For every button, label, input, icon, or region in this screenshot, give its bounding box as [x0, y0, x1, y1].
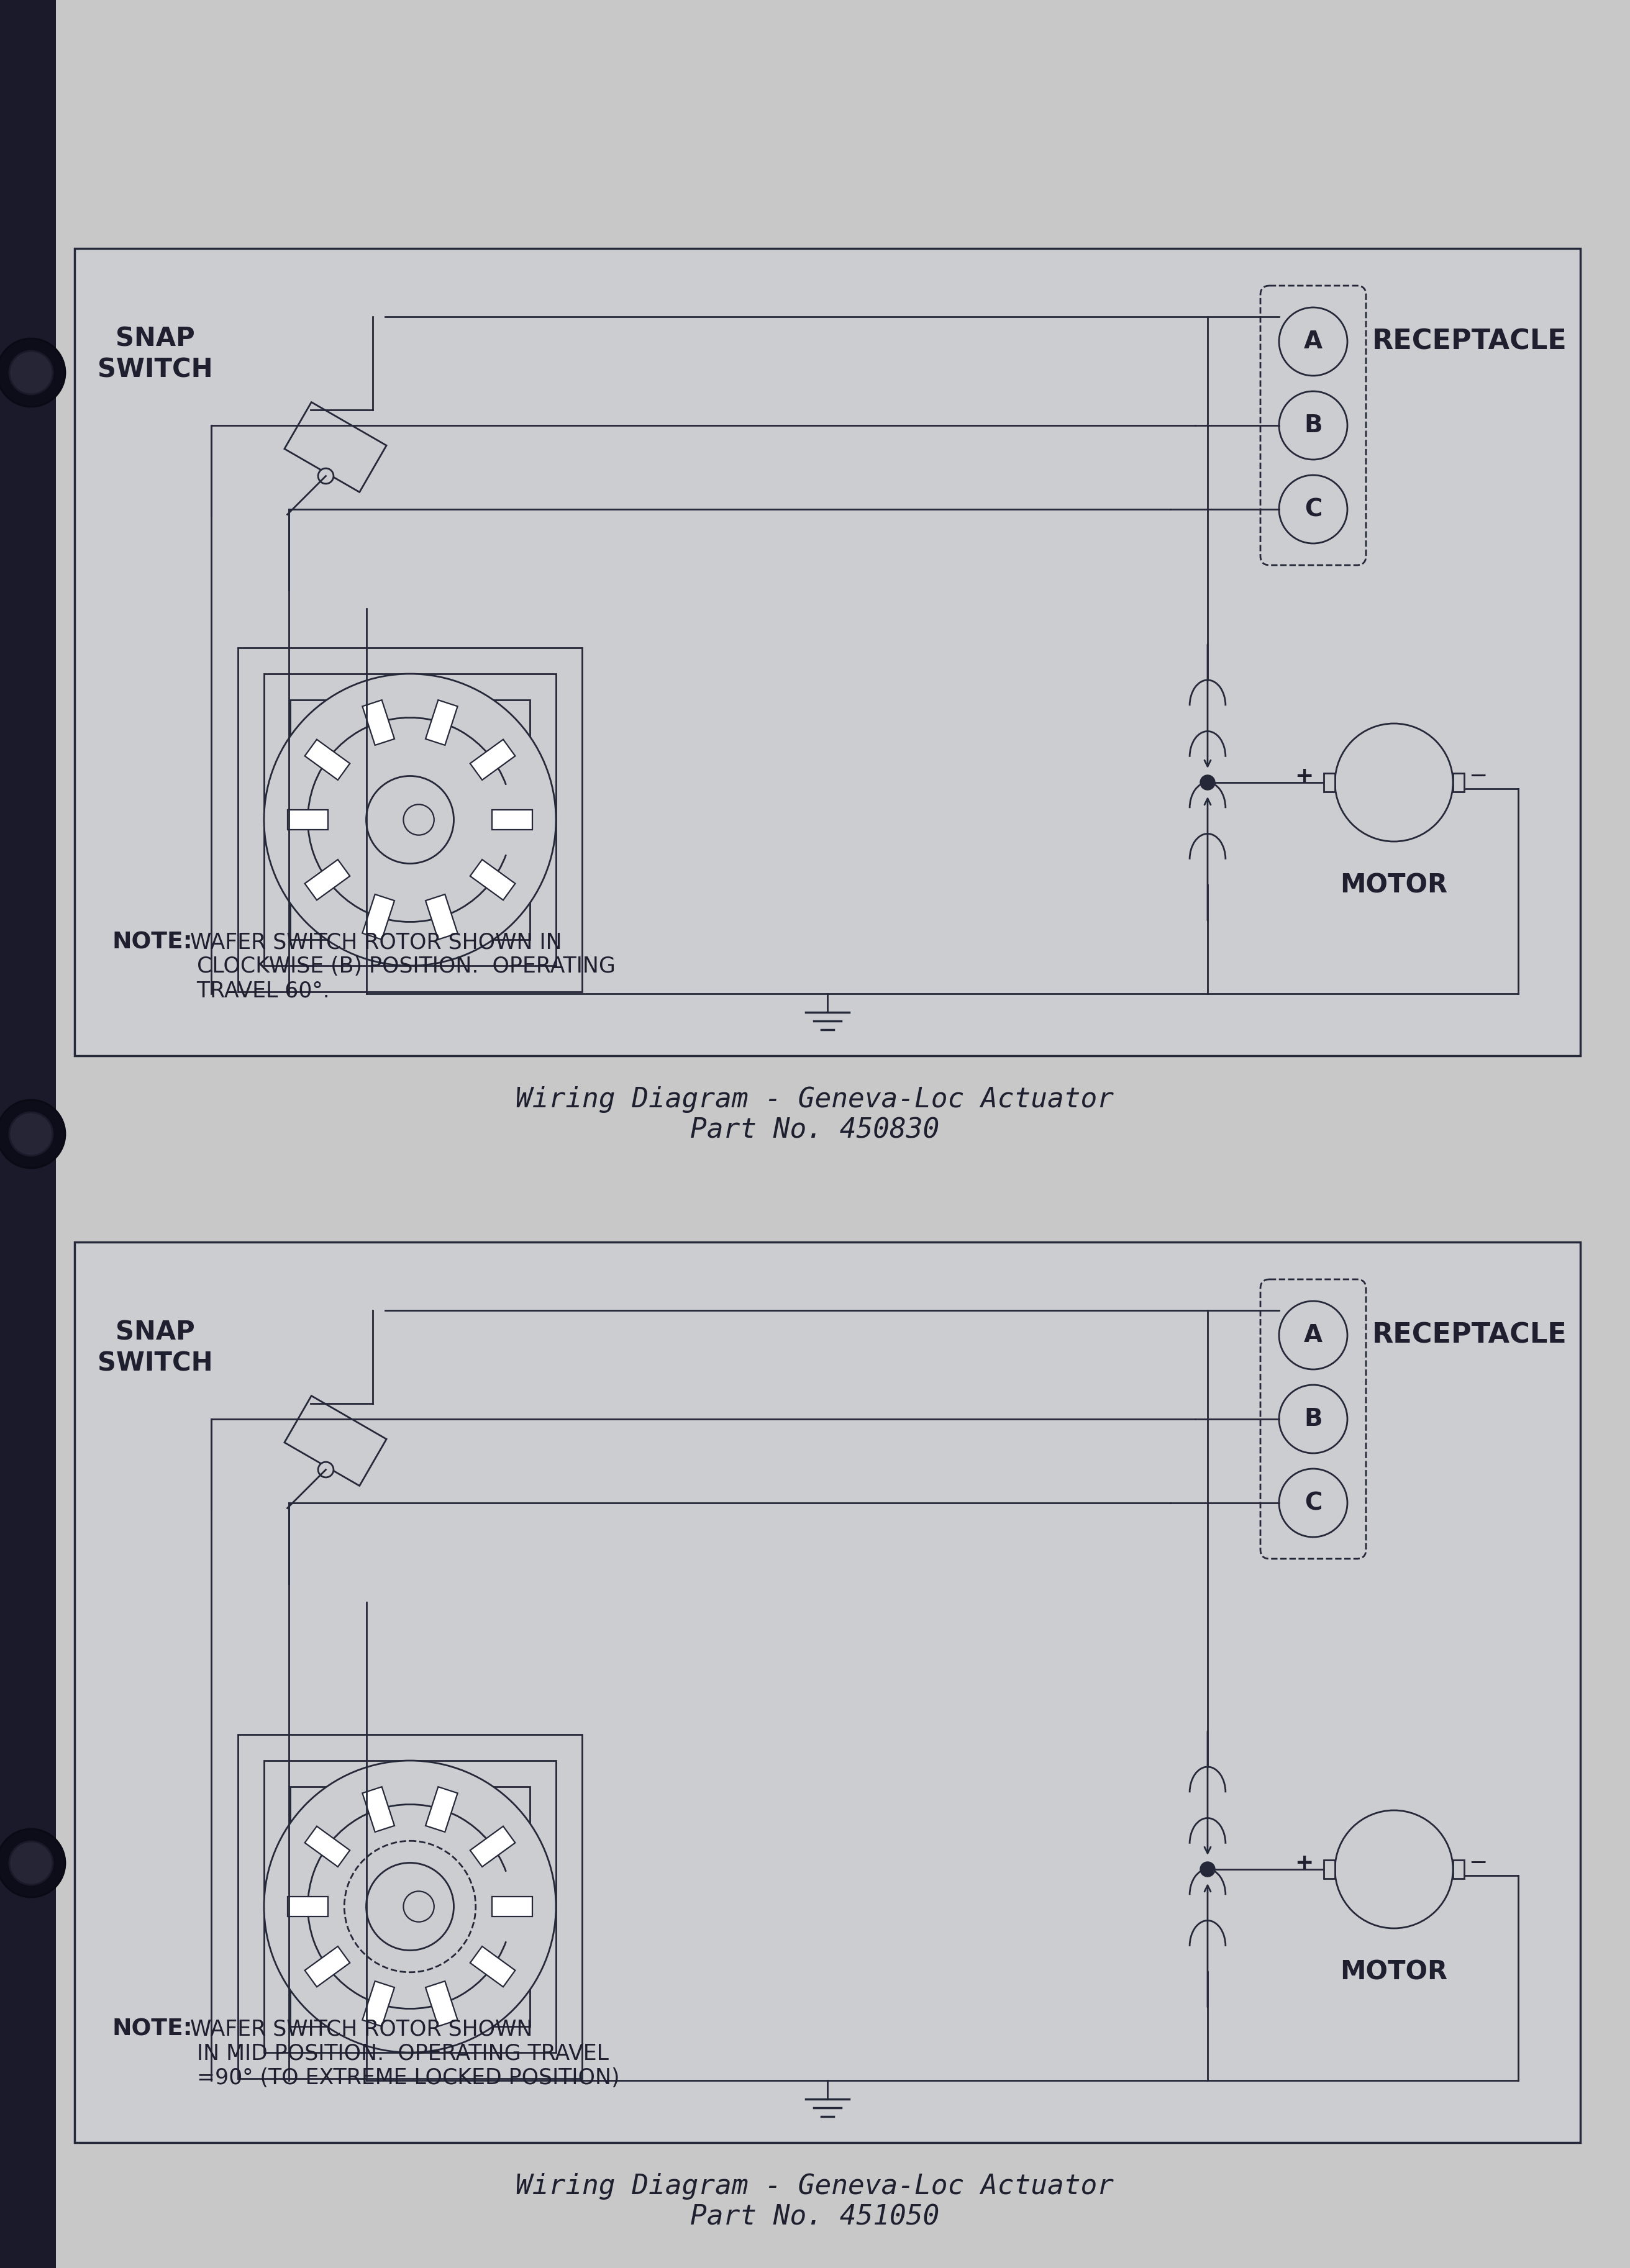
Bar [1452, 773, 1464, 792]
Bar [238, 1735, 582, 2080]
Circle shape [1280, 474, 1348, 544]
Bar [0, 0, 55, 2268]
Text: −: − [1469, 1853, 1487, 1873]
Bar [290, 1787, 530, 2025]
Text: WAFER SWITCH ROTOR SHOWN IN
  CLOCKWISE (B) POSITION.  OPERATING
  TRAVEL 60°.: WAFER SWITCH ROTOR SHOWN IN CLOCKWISE (B… [183, 932, 616, 1002]
Bar [305, 1826, 350, 1867]
Circle shape [0, 1828, 65, 1898]
Bar [425, 894, 458, 939]
Circle shape [1280, 1386, 1348, 1454]
Bar [425, 701, 458, 746]
Circle shape [10, 352, 52, 395]
Bar [469, 860, 515, 900]
Text: NOTE:: NOTE: [112, 2019, 192, 2041]
Text: SWITCH: SWITCH [98, 1349, 214, 1377]
Bar [492, 810, 533, 830]
Text: C: C [1304, 1490, 1322, 1515]
Circle shape [403, 805, 434, 835]
Bar [264, 1760, 556, 2053]
Bar [492, 1896, 533, 1916]
Bar [469, 739, 515, 780]
Circle shape [1280, 308, 1348, 376]
Bar [305, 739, 350, 780]
Text: B: B [1304, 413, 1322, 438]
Circle shape [10, 1111, 52, 1157]
Text: Part No. 450830: Part No. 450830 [691, 1116, 939, 1143]
Text: Part No. 451050: Part No. 451050 [691, 2204, 939, 2229]
Polygon shape [285, 1395, 386, 1486]
Bar [1324, 1860, 1335, 1878]
Text: C: C [1304, 497, 1322, 522]
Circle shape [10, 1842, 52, 1885]
Text: B: B [1304, 1406, 1322, 1431]
Bar [264, 674, 556, 966]
Text: SWITCH: SWITCH [98, 356, 214, 383]
Circle shape [1200, 1862, 1214, 1876]
Bar [1324, 773, 1335, 792]
Text: +: + [1294, 767, 1314, 787]
Circle shape [1280, 1470, 1348, 1538]
Circle shape [1280, 392, 1348, 460]
Circle shape [1280, 1302, 1348, 1370]
Circle shape [318, 467, 334, 483]
Bar [287, 810, 328, 830]
Bar [469, 1946, 515, 1987]
Bar [287, 1896, 328, 1916]
Bar [305, 860, 350, 900]
Bar [469, 1826, 515, 1867]
Bar [75, 1243, 1581, 2143]
Circle shape [367, 776, 453, 864]
Text: WAFER SWITCH ROTOR SHOWN
  IN MID POSITION.  OPERATING TRAVEL
  =90° (TO EXTREME: WAFER SWITCH ROTOR SHOWN IN MID POSITION… [183, 2019, 619, 2089]
Bar [425, 1787, 458, 1833]
Text: SNAP: SNAP [116, 324, 196, 352]
Bar [362, 701, 394, 746]
Bar [425, 1982, 458, 2025]
Text: SNAP: SNAP [116, 1320, 196, 1345]
Text: MOTOR: MOTOR [1340, 1960, 1447, 1984]
Bar [305, 1946, 350, 1987]
Text: Wiring Diagram - Geneva-Loc Actuator: Wiring Diagram - Geneva-Loc Actuator [517, 1086, 1113, 1114]
Circle shape [0, 338, 65, 406]
Text: NOTE:: NOTE: [112, 932, 192, 955]
Text: Wiring Diagram - Geneva-Loc Actuator: Wiring Diagram - Geneva-Loc Actuator [517, 2173, 1113, 2200]
Circle shape [367, 1862, 453, 1950]
Circle shape [1200, 776, 1214, 789]
Circle shape [0, 1100, 65, 1168]
Bar [362, 1982, 394, 2025]
Bar [362, 1787, 394, 1833]
Circle shape [1335, 723, 1452, 841]
Text: RECEPTACLE: RECEPTACLE [1372, 329, 1566, 354]
Bar [75, 249, 1581, 1055]
Circle shape [264, 674, 556, 966]
Bar [290, 701, 530, 939]
Polygon shape [285, 401, 386, 492]
Circle shape [1335, 1810, 1452, 1928]
Text: A: A [1304, 329, 1322, 354]
Bar [1452, 1860, 1464, 1878]
Circle shape [264, 1760, 556, 2053]
Bar [362, 894, 394, 939]
Text: A: A [1304, 1325, 1322, 1347]
Circle shape [403, 1892, 434, 1921]
Bar [238, 649, 582, 991]
Text: MOTOR: MOTOR [1340, 871, 1447, 898]
Text: +: + [1294, 1853, 1314, 1873]
Text: RECEPTACLE: RECEPTACLE [1372, 1322, 1566, 1349]
Circle shape [318, 1463, 334, 1476]
Text: −: − [1469, 767, 1487, 787]
